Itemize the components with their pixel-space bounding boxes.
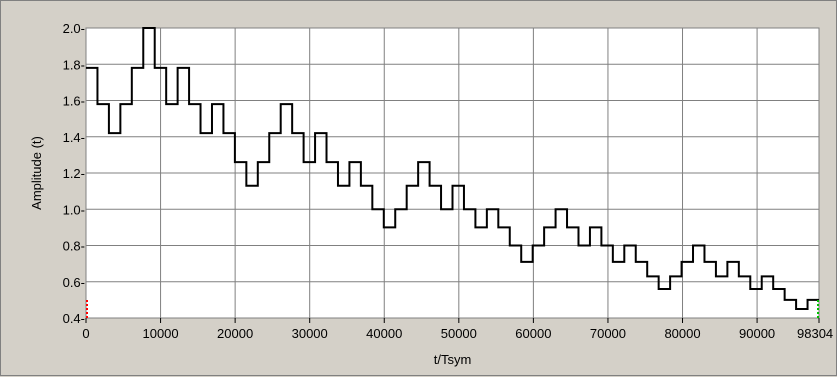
x-axis-ticks: 0 10000 20000 30000 40000 50000 60000 70000 8000… — [82, 318, 833, 341]
x-tick-label: 60000 — [515, 326, 551, 341]
y-tick-label: 0.6- — [63, 275, 85, 290]
y-tick-label: 1.4- — [63, 130, 85, 145]
x-tick-label: 20000 — [217, 326, 253, 341]
x-tick-label: 90000 — [739, 326, 775, 341]
x-axis-label: t/Tsym — [434, 352, 472, 367]
y-axis-ticks: 0.4- 0.6- 0.8- 1.0- 1.2- 1.4- 1.6- 1.8- 2.0- — [63, 21, 85, 326]
y-tick-label: 0.8- — [63, 239, 85, 254]
x-tick-label: 40000 — [366, 326, 402, 341]
grid-lines — [86, 28, 819, 318]
x-tick-label: 50000 — [441, 326, 477, 341]
x-tick-label: 30000 — [292, 326, 328, 341]
amplitude-series-line — [86, 27, 819, 310]
x-tick-label: 0 — [82, 326, 89, 341]
y-axis-label: Amplitude (t) — [29, 136, 44, 210]
plot-cursors — [86, 300, 819, 318]
x-tick-label: 98304 — [797, 326, 833, 341]
y-tick-label: 1.0- — [63, 202, 85, 217]
x-tick-label: 10000 — [142, 326, 178, 341]
y-tick-label: 0.4- — [63, 311, 85, 326]
y-tick-label: 1.8- — [63, 57, 85, 72]
y-tick-label: 1.2- — [63, 166, 85, 181]
x-tick-label: 80000 — [664, 326, 700, 341]
x-tick-label: 70000 — [590, 326, 626, 341]
y-tick-label: 2.0- — [63, 21, 85, 36]
y-tick-label: 1.6- — [63, 94, 85, 109]
